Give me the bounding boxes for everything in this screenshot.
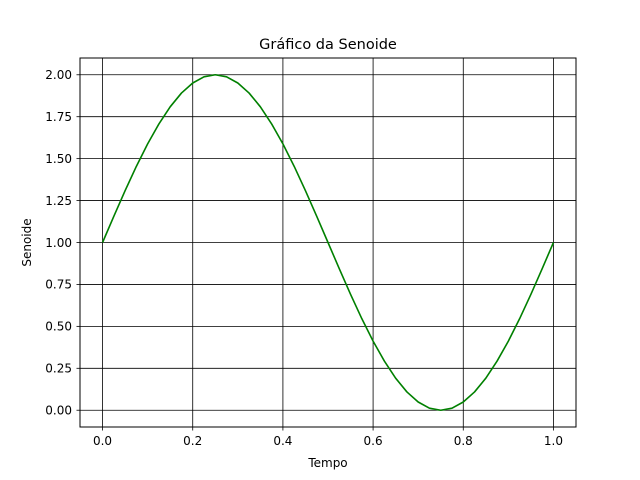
sine-line <box>101 73 555 412</box>
x-tick-label: 0.2 <box>183 434 202 448</box>
y-tick-label: 1.75 <box>45 110 72 124</box>
grid <box>80 58 576 427</box>
y-tick-label: 0.75 <box>45 278 72 292</box>
x-tick-label: 1.0 <box>544 434 563 448</box>
y-tick-label: 0.25 <box>45 362 72 376</box>
y-tick-label: 1.50 <box>45 152 72 166</box>
x-tick-label: 0.4 <box>273 434 292 448</box>
y-tick-label: 0.50 <box>45 320 72 334</box>
y-tick-label: 0.00 <box>45 404 72 418</box>
series-layer <box>101 73 555 412</box>
x-axis-ticks: 0.0 0.2 0.4 0.6 0.8 1.0 <box>93 427 563 448</box>
y-tick-label: 1.25 <box>45 194 72 208</box>
y-axis-ticks: 0.00 0.25 0.50 0.75 1.00 1.25 1.50 1.75 2.00 <box>45 68 80 418</box>
y-tick-label: 1.00 <box>45 236 72 250</box>
chart-title: Gráfico da Senoide <box>259 37 397 53</box>
x-tick-label: 0.6 <box>364 434 383 448</box>
y-axis-label: Senoide <box>20 218 34 266</box>
x-tick-label: 0.8 <box>454 434 473 448</box>
x-axis-label: Tempo <box>307 456 347 470</box>
x-tick-label: 0.0 <box>93 434 112 448</box>
y-tick-label: 2.00 <box>45 68 72 82</box>
